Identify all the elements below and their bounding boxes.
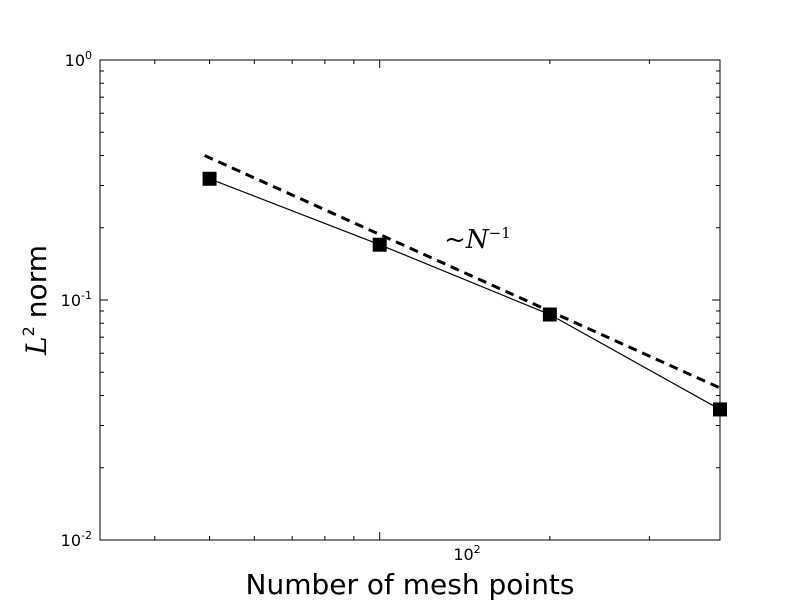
plot-area (99, 59, 721, 541)
error-line (209, 178, 721, 410)
y-tick-label-0-01: 10-2 (61, 529, 92, 550)
y-tick-label-1: 100 (65, 49, 92, 70)
y-axis-label: L2norm (19, 245, 53, 356)
x-tick-label-100: 102 (453, 543, 480, 564)
data-point-marker (713, 402, 727, 417)
series-group (202, 154, 727, 417)
y-tick-labels: 100 10-1 10-2 (61, 49, 92, 550)
reference-slope-line (203, 154, 721, 390)
slope-annotation: ~N−1 (444, 224, 511, 255)
axis-ticks (100, 59, 721, 541)
y-tick-label-0-1: 10-1 (61, 289, 92, 310)
data-point-marker (202, 171, 217, 186)
x-axis-label: Number of mesh points (246, 568, 575, 600)
data-point-marker (372, 237, 387, 252)
